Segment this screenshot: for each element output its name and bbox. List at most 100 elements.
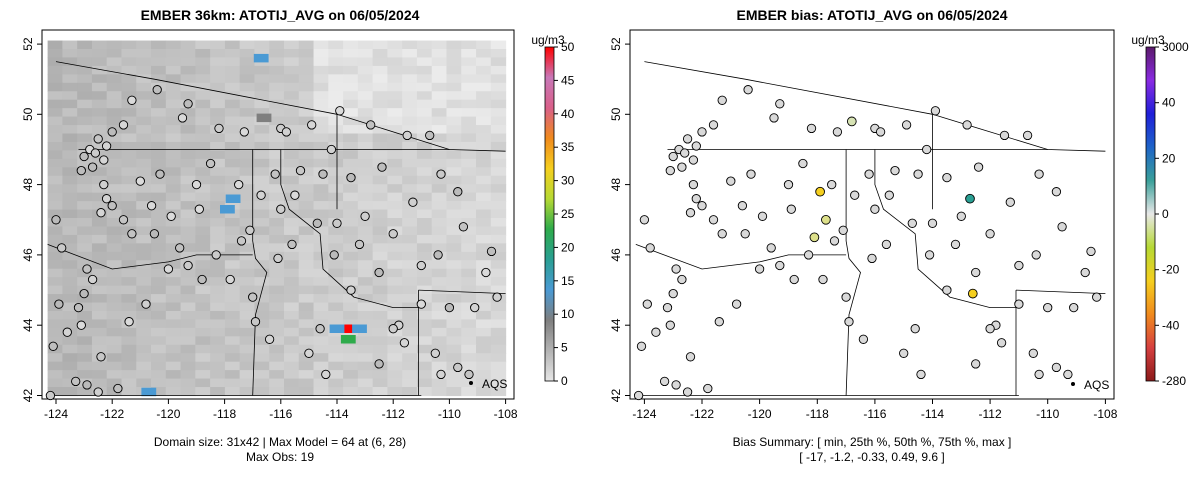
bias-site-marker [1051, 362, 1062, 373]
model-grid-cell [298, 370, 315, 380]
model-grid-cell [357, 378, 374, 388]
model-grid-cell [387, 167, 403, 177]
model-grid-cell [210, 65, 226, 75]
model-grid-cell [165, 243, 182, 253]
model-grid-cell [402, 167, 418, 177]
model-grid-cell [446, 327, 462, 337]
model-grid-cell [416, 141, 433, 152]
model-grid-cell [269, 201, 285, 211]
model-grid-cell [165, 99, 182, 109]
model-grid-cell [387, 57, 403, 67]
model-grid-cell [343, 158, 359, 168]
model-grid-cell [298, 108, 315, 118]
model-grid-cell [446, 48, 462, 59]
model-grid-cell [431, 133, 448, 143]
model-grid-cell [416, 158, 433, 168]
model-grid-cell [387, 370, 403, 380]
model-grid-cell [91, 192, 108, 202]
model-grid-cell [195, 378, 211, 388]
model-grid-cell [446, 150, 462, 160]
model-grid-cell [402, 302, 418, 312]
bias-site-marker [1069, 302, 1079, 313]
model-grid-cell [461, 99, 477, 109]
model-grid-cell [313, 201, 329, 211]
boundary-line [418, 289, 506, 294]
model-grid-cell [210, 387, 226, 397]
model-grid-cell [239, 378, 256, 388]
model-grid-cell [106, 184, 123, 194]
model-grid-cell [224, 268, 241, 278]
bias-site-marker [916, 369, 926, 380]
model-grid-cell [195, 57, 211, 67]
model-grid-cell [372, 192, 388, 202]
model-grid-cell [165, 353, 182, 363]
bias-site-marker [662, 302, 673, 313]
model-grid-cell [151, 344, 167, 354]
model-grid-cell [283, 285, 300, 295]
model-grid-cell [180, 344, 196, 354]
bias-site-marker [1014, 260, 1024, 271]
model-grid-cell [269, 150, 285, 160]
left-model-hotspots [141, 53, 367, 397]
model-grid-cell [343, 91, 359, 101]
bias-site-marker [1022, 130, 1033, 141]
bias-site-marker [884, 190, 894, 200]
model-grid-cell [343, 310, 359, 321]
model-grid-cell [77, 361, 93, 371]
model-grid-cell [77, 209, 93, 219]
aqs-site-marker [444, 302, 455, 313]
model-grid-cell [195, 336, 211, 346]
model-grid-cell [47, 40, 63, 50]
model-grid-cell [313, 260, 329, 270]
model-grid-cell [269, 353, 285, 363]
model-grid-cell [106, 158, 123, 168]
model-grid-cell [490, 302, 507, 312]
model-grid-cell [136, 116, 152, 126]
model-grid-cell [195, 158, 211, 168]
model-grid-cell [402, 251, 418, 261]
model-grid-cell [121, 260, 137, 270]
bias-site-marker [930, 106, 941, 116]
model-grid-cell [283, 158, 300, 168]
model-grid-cell [151, 387, 167, 397]
aqs-site-marker [163, 264, 174, 274]
model-grid-cell [224, 125, 241, 135]
model-grid-cell [239, 285, 256, 295]
aqs-site-marker [307, 120, 317, 130]
model-grid-cell [224, 251, 241, 261]
aqs-site-marker [79, 288, 89, 299]
model-grid-cell [77, 268, 93, 278]
model-grid-cell [151, 302, 167, 312]
aqs-site-marker [388, 229, 398, 239]
model-grid-cell [283, 175, 300, 185]
model-grid-cell [476, 294, 492, 304]
model-grid-cell [91, 378, 108, 388]
model-grid-cell [77, 184, 93, 194]
model-grid-cell [91, 40, 108, 50]
model-grid-cell [165, 294, 182, 304]
model-grid-cell [91, 74, 108, 84]
model-grid-cell [343, 48, 359, 59]
model-grid-cell [165, 201, 182, 211]
model-grid-cell [476, 192, 492, 202]
model-grid-cell [62, 184, 78, 194]
model-grid-cell [269, 344, 285, 354]
model-grid-cell [136, 327, 152, 337]
x-tick-label: -118 [213, 407, 236, 421]
left-legend-label: AQS [482, 377, 507, 391]
model-grid-cell [210, 302, 226, 312]
bias-site-marker [858, 334, 869, 344]
model-grid-cell [343, 277, 359, 287]
model-grid-cell [62, 268, 78, 278]
model-grid-cell [77, 74, 93, 84]
model-grid-cell [431, 74, 448, 84]
model-grid-cell [47, 201, 63, 211]
model-grid-cell [121, 294, 137, 304]
model-grid-cell [461, 175, 477, 185]
model-grid-cell [431, 175, 448, 185]
model-grid-cell [121, 251, 137, 261]
model-grid-cell [121, 302, 137, 312]
model-grid-cell [476, 209, 492, 219]
model-grid-cell [431, 218, 448, 228]
model-grid-cell [431, 201, 448, 211]
